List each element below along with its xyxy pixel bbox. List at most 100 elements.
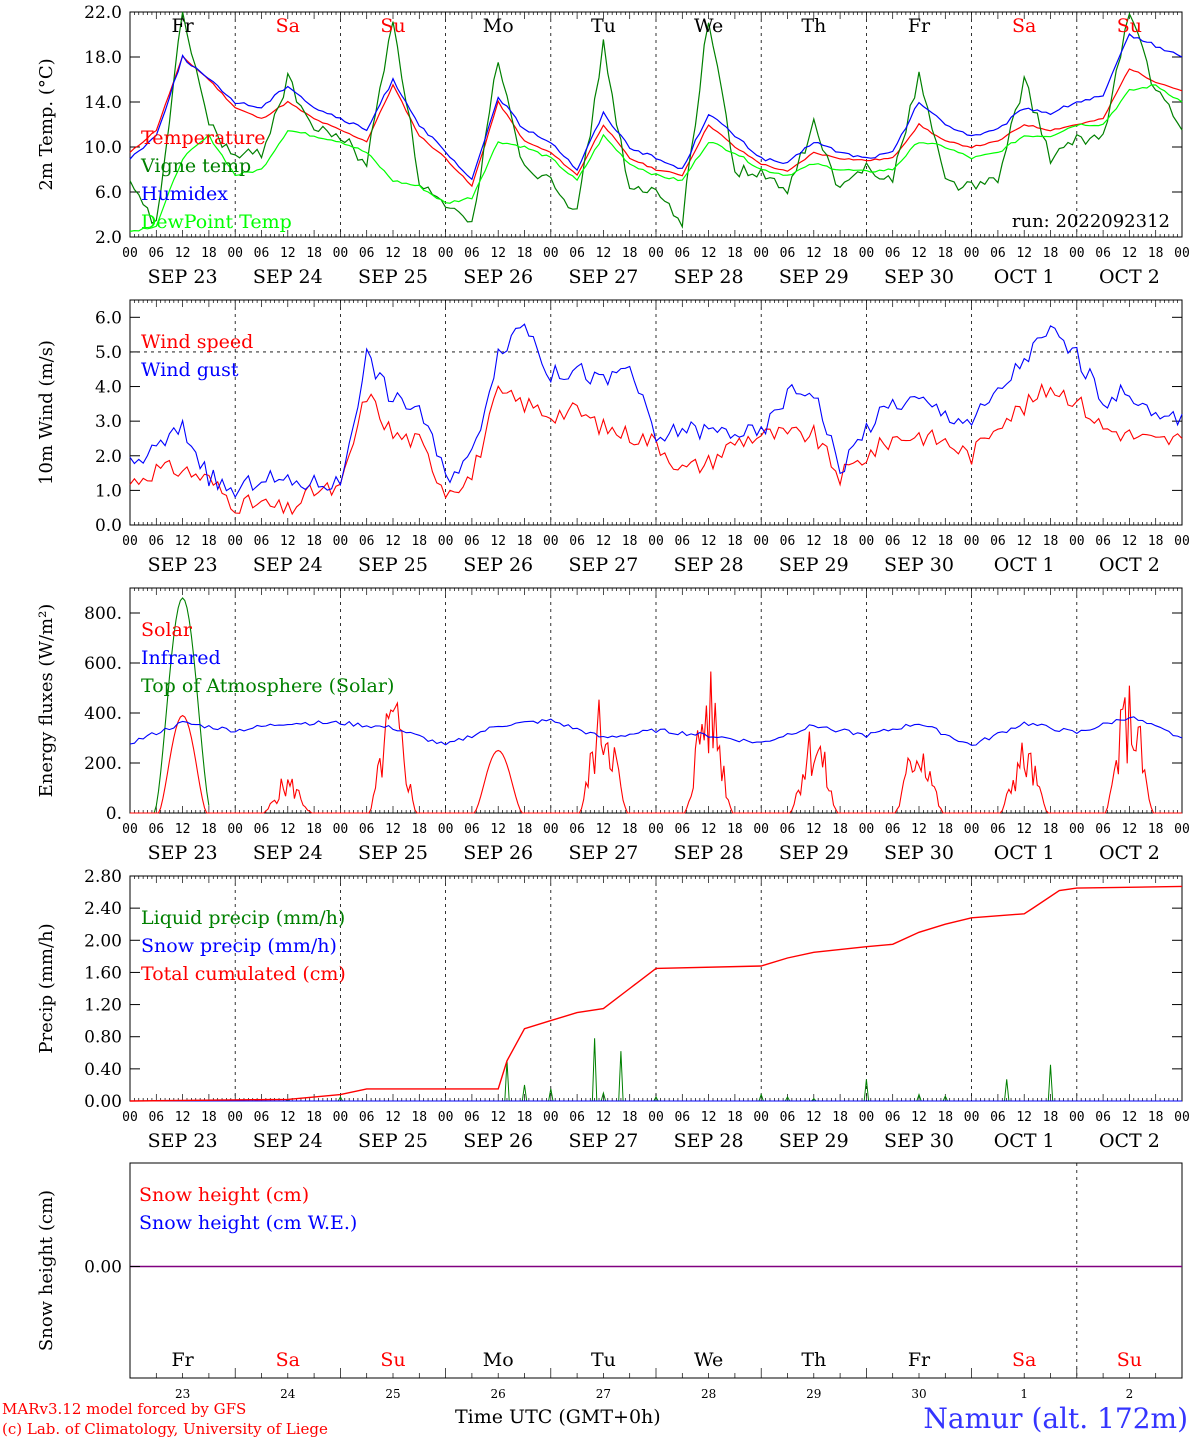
hour-label: 06 (569, 822, 585, 837)
day-label: SEP 27 (568, 1130, 638, 1152)
hour-label: 18 (517, 822, 533, 837)
hour-label: 00 (859, 822, 875, 837)
hour-label: 00 (964, 822, 980, 837)
day-label: SEP 24 (253, 554, 323, 576)
hour-label: 06 (674, 822, 690, 837)
hour-label: 18 (1043, 822, 1059, 837)
y-tick-label: 1.60 (84, 963, 122, 983)
hour-label: 06 (148, 822, 164, 837)
hour-label: 00 (543, 822, 559, 837)
hour-label: 12 (385, 534, 401, 549)
hour-label: 12 (385, 246, 401, 261)
hour-label: 12 (806, 246, 822, 261)
y-tick-label: 600. (84, 654, 122, 674)
hour-label: 06 (359, 822, 375, 837)
hour-label: 06 (1095, 822, 1111, 837)
hour-label: 18 (622, 534, 638, 549)
hour-label: 12 (280, 246, 296, 261)
hour-label: 06 (885, 1110, 901, 1125)
day-label: SEP 25 (358, 266, 428, 288)
hour-label: 12 (1016, 534, 1032, 549)
weekday-label: Fr (171, 1349, 194, 1371)
hour-label: 00 (333, 822, 349, 837)
y-axis-label: Snow height (cm) (36, 1190, 57, 1351)
hour-label: 18 (1043, 1110, 1059, 1125)
day-label: SEP 23 (148, 266, 218, 288)
day-label: OCT 1 (994, 266, 1055, 288)
hour-label: 06 (569, 534, 585, 549)
hour-label: 12 (1016, 822, 1032, 837)
hour-label: 12 (701, 822, 717, 837)
day-label: SEP 26 (463, 266, 533, 288)
panel-energy: 00 06 12 18 SEP 23 00 06 12 18 SEP 24 00 06 12 18 SEP … (36, 587, 1190, 864)
hour-label: 06 (148, 534, 164, 549)
weekday-label: Su (1117, 1349, 1142, 1371)
hour-label: 00 (438, 534, 454, 549)
day-label: SEP 26 (463, 1130, 533, 1152)
hour-label: 18 (306, 534, 322, 549)
hour-label: 06 (254, 822, 270, 837)
hour-label: 06 (254, 534, 270, 549)
day-number-label: 26 (491, 1387, 506, 1401)
hour-label: 18 (1148, 1110, 1164, 1125)
day-number-label: 27 (596, 1387, 611, 1401)
hour-label: 06 (569, 1110, 585, 1125)
y-tick-label: 2.0 (95, 447, 122, 467)
y-tick-label: 1.20 (84, 996, 122, 1016)
series-vigne-temp (129, 11, 1183, 229)
hour-label: 12 (490, 246, 506, 261)
day-label: SEP 25 (358, 554, 428, 576)
credit-line-1: MARv3.12 model forced by GFS (2, 1400, 247, 1418)
series-solar (130, 671, 1182, 814)
hour-label: 00 (648, 1110, 664, 1125)
hour-label: 18 (727, 822, 743, 837)
hour-label: 00 (964, 246, 980, 261)
legend-entry: DewPoint Temp (141, 211, 292, 233)
hour-label: 00 (227, 246, 243, 261)
time-axis-label: Time UTC (GMT+0h) (455, 1406, 661, 1428)
hour-label: 00 (543, 1110, 559, 1125)
time-axis-text: Time UTC (GMT+0h) (455, 1406, 661, 1428)
hour-label: 18 (622, 822, 638, 837)
legend-entry: Vigne temp (140, 155, 251, 177)
series-total-cumulated (129, 885, 1183, 1102)
y-tick-label: 6.0 (95, 308, 122, 328)
day-label: SEP 24 (253, 266, 323, 288)
legend-entry: Snow precip (mm/h) (141, 935, 337, 957)
series-infrared (129, 716, 1183, 746)
day-label: OCT 2 (1099, 266, 1160, 288)
legend-entry: Total cumulated (cm) (141, 963, 346, 985)
hour-label: 18 (937, 246, 953, 261)
hour-label: 12 (596, 534, 612, 549)
weekday-label: Sa (276, 15, 300, 37)
y-axis-label: Energy fluxes (W/m²) (36, 604, 57, 798)
day-label: SEP 29 (779, 1130, 849, 1152)
day-label: SEP 30 (884, 266, 954, 288)
hour-label: 18 (622, 1110, 638, 1125)
day-label: SEP 30 (884, 1130, 954, 1152)
y-tick-label: 6.0 (95, 183, 122, 203)
hour-label: 12 (1016, 246, 1032, 261)
hour-label: 00 (859, 246, 875, 261)
y-tick-label: 0.40 (84, 1060, 122, 1080)
day-label: SEP 27 (568, 554, 638, 576)
hour-label: 06 (885, 534, 901, 549)
legend-entry: Wind gust (141, 359, 239, 381)
hour-label: 06 (780, 534, 796, 549)
hour-label: 12 (280, 534, 296, 549)
weekday-label: We (694, 1349, 723, 1371)
panel-precip: 00 06 12 18 SEP 23 00 06 12 18 SEP 24 00 06 12 18 SEP … (36, 867, 1190, 1152)
day-number-label: 30 (911, 1387, 926, 1401)
hour-label: 18 (201, 822, 217, 837)
hour-label: 12 (280, 1110, 296, 1125)
day-label: OCT 1 (994, 554, 1055, 576)
hour-label: 06 (990, 246, 1006, 261)
day-label: OCT 1 (994, 842, 1055, 864)
day-label: SEP 28 (674, 1130, 744, 1152)
y-tick-label: 2.80 (84, 867, 122, 887)
hour-label: 06 (464, 246, 480, 261)
series-wind-gust (129, 323, 1183, 499)
y-tick-label: 400. (84, 704, 122, 724)
hour-label: 12 (490, 822, 506, 837)
